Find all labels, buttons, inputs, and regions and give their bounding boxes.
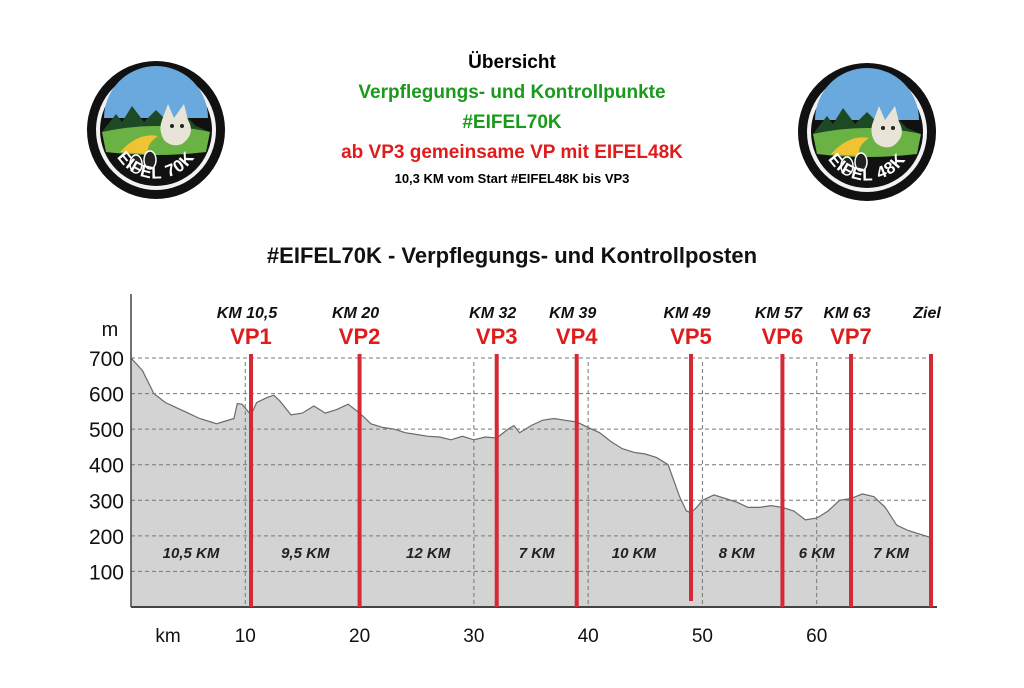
x-axis-label: km (155, 626, 180, 647)
eifel48k-logo-icon: EIFEL 48K (798, 63, 936, 201)
x-tick-label: 10 (235, 626, 256, 647)
marker-vp-label: VP7 (830, 324, 872, 349)
y-axis-label: m (102, 319, 119, 341)
elevation-profile-chart: 100 200 300 400 500 600 700 10 20 30 40 50 60 m km KM 1… (89, 294, 941, 647)
y-tick-label: 600 (89, 384, 124, 407)
header: Übersicht Verpflegungs- und Kontrollpunk… (0, 48, 1024, 190)
marker-km-label: KM 32 (469, 305, 516, 322)
marker-vp-label: VP1 (230, 324, 272, 349)
x-tick-label: 60 (806, 626, 827, 647)
eifel70k-logo-icon: EIFEL 70K (87, 61, 225, 199)
y-tick-label: 400 (89, 455, 124, 478)
chart-title: #EIFEL70K - Verpflegungs- und Kontrollpo… (266, 243, 758, 268)
segment-distance-label: 10,5 KM (163, 545, 220, 562)
marker-vp-label: VP5 (670, 324, 712, 349)
header-race-tag: #EIFEL70K (462, 112, 562, 133)
segment-distance-label: 7 KM (519, 545, 555, 562)
y-tick-label: 100 (89, 561, 124, 584)
marker-km-label: Ziel (912, 305, 941, 322)
y-tick-label: 500 (89, 419, 124, 442)
y-tick-label: 200 (89, 526, 124, 549)
y-tick-label: 700 (89, 348, 124, 371)
header-distance-note: 10,3 KM vom Start #EIFEL48K bis VP3 (394, 171, 630, 186)
marker-vp-label: VP6 (762, 324, 804, 349)
segment-distance-label: 10 KM (612, 545, 657, 562)
segment-distance-label: 8 KM (719, 545, 755, 562)
marker-km-label: KM 10,5 (217, 305, 279, 322)
marker-km-label: KM 63 (823, 305, 870, 322)
header-subtitle-green: Verpflegungs- und Kontrollpunkte (358, 82, 666, 103)
x-tick-label: 50 (692, 626, 713, 647)
x-tick-label: 40 (578, 626, 599, 647)
marker-km-label: KM 49 (663, 305, 710, 322)
header-note-red: ab VP3 gemeinsame VP mit EIFEL48K (341, 142, 683, 163)
marker-vp-label: VP3 (476, 324, 518, 349)
marker-km-label: KM 20 (332, 305, 379, 322)
segment-distance-label: 7 KM (873, 545, 909, 562)
marker-vp-label: VP2 (339, 324, 381, 349)
marker-km-label: KM 57 (755, 305, 803, 322)
header-title: Übersicht (468, 52, 556, 73)
y-tick-label: 300 (89, 490, 124, 513)
segment-distance-label: 12 KM (406, 545, 451, 562)
segment-distance-label: 6 KM (799, 545, 835, 562)
x-tick-label: 30 (463, 626, 484, 647)
x-tick-label: 20 (349, 626, 370, 647)
segment-distance-label: 9,5 KM (281, 545, 330, 562)
marker-vp-label: VP4 (556, 324, 598, 349)
marker-km-label: KM 39 (549, 305, 596, 322)
elevation-area (131, 358, 931, 607)
